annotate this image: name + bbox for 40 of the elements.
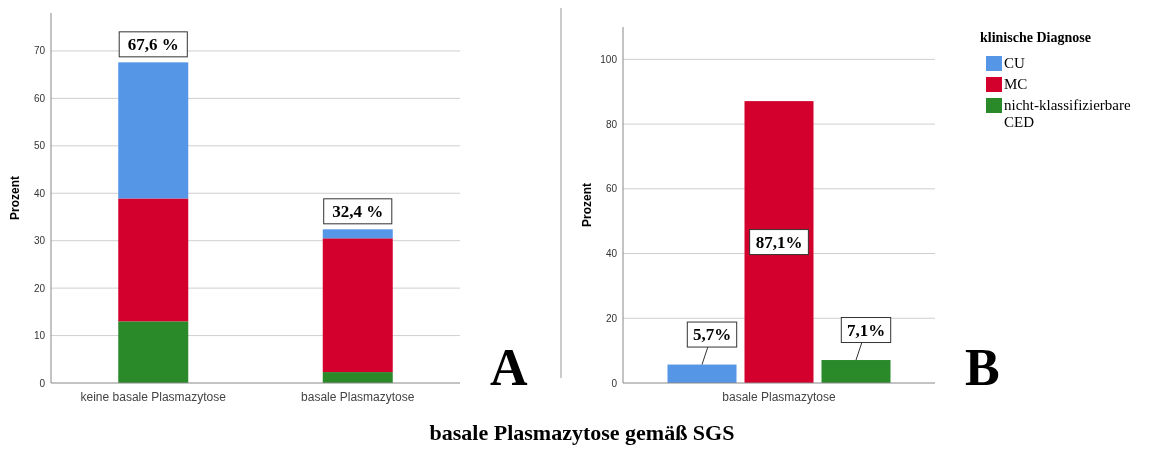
x-axis-title: basale Plasmazytose gemäß SGS — [429, 420, 735, 445]
y-tick-label: 0 — [611, 377, 618, 389]
bar — [322, 238, 393, 373]
y-tick-label: 50 — [33, 140, 46, 152]
legend-label: MC — [1004, 76, 1028, 92]
y-tick-label: 80 — [605, 118, 618, 130]
y-tick-label: 100 — [600, 53, 618, 65]
bar — [118, 198, 189, 322]
x-tick-label: basale Plasmazytose — [301, 390, 415, 404]
y-tick-label: 60 — [33, 92, 46, 104]
data-label: 87,1% — [755, 232, 803, 252]
bar — [744, 101, 814, 383]
data-label: 5,7% — [692, 325, 732, 345]
y-tick-label: 0 — [39, 377, 46, 389]
y-axis-title: Prozent — [580, 182, 594, 228]
legend-label: CU — [1004, 55, 1025, 71]
text: B — [965, 339, 1000, 396]
y-tick-label: 40 — [605, 248, 618, 260]
data-label: 7,1% — [846, 320, 886, 340]
bar — [118, 62, 189, 199]
bar — [322, 372, 393, 383]
bar — [322, 229, 393, 239]
x-tick-label: keine basale Plasmazytose — [80, 390, 227, 404]
bar — [667, 364, 737, 383]
legend-label: nicht-klassifizierbare CED — [1004, 97, 1131, 130]
y-tick-label: 40 — [33, 187, 46, 199]
y-axis-title: Prozent — [8, 175, 22, 221]
legend-title: klinische Diagnose — [980, 30, 1091, 45]
y-tick-label: 20 — [33, 282, 46, 294]
y-tick-label: 20 — [605, 312, 618, 324]
total-label: 32,4 % — [332, 201, 384, 221]
y-tick-label: 10 — [33, 330, 46, 342]
y-tick-label: 60 — [605, 183, 618, 195]
bar — [118, 321, 189, 383]
y-tick-label: 30 — [33, 235, 46, 247]
total-label: 67,6 % — [127, 34, 179, 54]
y-tick-label: 70 — [33, 45, 46, 57]
x-tick-label: basale Plasmazytose — [722, 390, 837, 404]
text: A — [490, 339, 528, 396]
bar — [821, 360, 891, 383]
